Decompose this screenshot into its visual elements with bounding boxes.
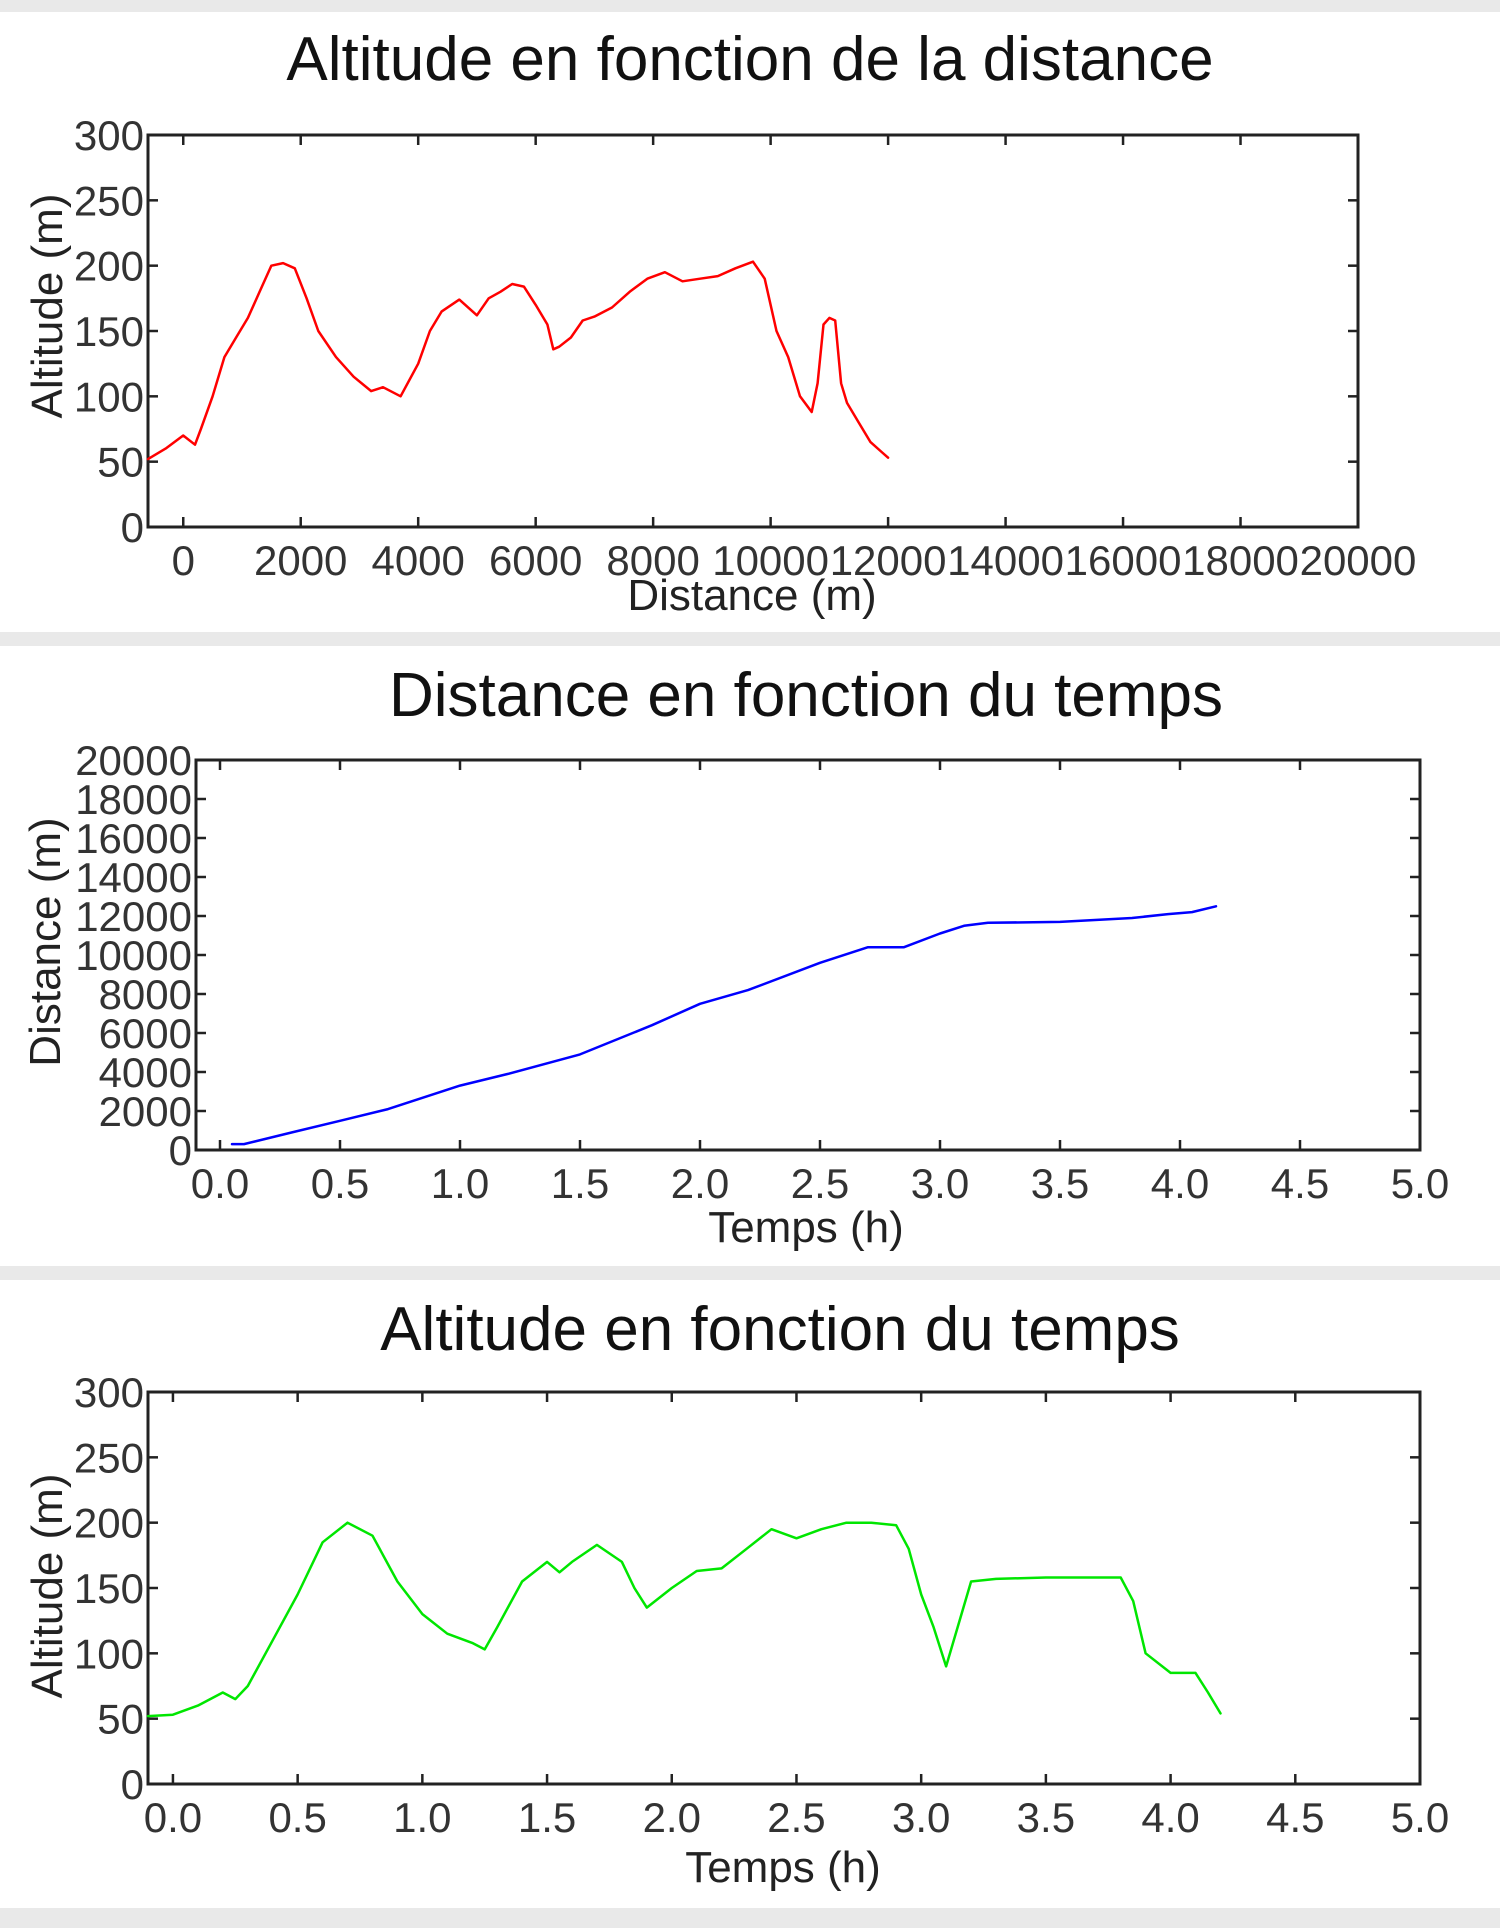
y-tick-label: 16000: [75, 815, 192, 862]
y-ticks: 0200040006000800010000120001400016000180…: [75, 737, 1420, 1174]
x-tick-label: 4.5: [1266, 1794, 1324, 1841]
y-tick-label: 12000: [75, 893, 192, 940]
x-tick-label: 8000: [606, 537, 699, 584]
y-tick-label: 100: [74, 1630, 144, 1677]
x-tick-label: 14000: [947, 537, 1064, 584]
x-tick-label: 10000: [712, 537, 829, 584]
y-axis-label: Altitude (m): [23, 1474, 72, 1699]
y-tick-label: 8000: [99, 971, 192, 1018]
y-tick-label: 250: [74, 177, 144, 224]
x-tick-label: 1.0: [393, 1794, 451, 1841]
series-layer: [230, 905, 1218, 1146]
y-tick-label: 200: [74, 243, 144, 290]
x-tick-label: 2.5: [767, 1794, 825, 1841]
x-tick-label: 12000: [830, 537, 947, 584]
y-tick-label: 4000: [99, 1049, 192, 1096]
x-tick-label: 4000: [371, 537, 464, 584]
y-tick-label: 14000: [75, 854, 192, 901]
y-tick-label: 300: [74, 112, 144, 159]
x-tick-label: 2.0: [643, 1794, 701, 1841]
y-tick-label: 150: [74, 308, 144, 355]
x-tick-label: 4.0: [1141, 1794, 1199, 1841]
chart-distance-vs-time: Distance en fonction du temps Temps (h) …: [21, 661, 1449, 1252]
series-layer: [146, 1521, 1222, 1718]
chart-title: Altitude en fonction de la distance: [286, 25, 1213, 94]
y-tick-label: 50: [97, 439, 144, 486]
chart-panel-distance-time: Distance en fonction du temps Temps (h) …: [0, 646, 1500, 1266]
x-axis-label: Temps (h): [685, 1843, 881, 1892]
x-tick-label: 16000: [1065, 537, 1182, 584]
y-ticks: 0 50 100 150 200 250 300: [74, 1369, 1420, 1808]
y-tick-label: 10000: [75, 932, 192, 979]
plot-frame: [146, 133, 1360, 529]
series-line: [230, 905, 1218, 1146]
x-tick-label: 1.0: [431, 1160, 489, 1207]
y-tick-label: 20000: [75, 737, 192, 784]
x-tick-label: 0.5: [311, 1160, 369, 1207]
y-tick-label: 18000: [75, 776, 192, 823]
x-tick-label: 3.0: [911, 1160, 969, 1207]
y-tick-label: 0: [169, 1127, 192, 1174]
chart-title: Altitude en fonction du temps: [380, 1295, 1180, 1364]
y-tick-label: 0: [121, 504, 144, 551]
x-tick-label: 0.5: [268, 1794, 326, 1841]
x-tick-label: 2000: [254, 537, 347, 584]
y-tick-label: 6000: [99, 1010, 192, 1057]
y-ticks: 0 50 100 150 200 250 300: [74, 112, 1358, 551]
y-axis-label: Altitude (m): [23, 194, 72, 419]
x-tick-label: 3.0: [892, 1794, 950, 1841]
chart-panel-altitude-time: Altitude en fonction du temps Temps (h) …: [0, 1280, 1500, 1908]
series-line: [146, 1521, 1222, 1718]
x-tick-label: 6000: [489, 537, 582, 584]
x-tick-label: 0.0: [191, 1160, 249, 1207]
y-tick-label: 150: [74, 1565, 144, 1612]
x-tick-label: 20000: [1300, 537, 1417, 584]
chart-panel-altitude-distance: Altitude en fonction de la distance Dist…: [0, 12, 1500, 632]
x-ticks: 0.0 0.5 1.0 1.5 2.0 2.5 3.0 3.5 4.0 4.5 5.0: [191, 760, 1449, 1207]
x-ticks: 0.0 0.5 1.0 1.5 2.0 2.5 3.0 3.5 4.0 4.5 5.0: [144, 1392, 1449, 1841]
x-tick-label: 3.5: [1017, 1794, 1075, 1841]
plot-frame: [194, 758, 1422, 1152]
plot-frame: [146, 1390, 1422, 1786]
x-tick-label: 0: [172, 537, 195, 584]
y-tick-label: 300: [74, 1369, 144, 1416]
x-ticks: 0 2000 4000 6000 8000 10000 12000 14000 16000 180…: [172, 135, 1417, 584]
y-tick-label: 200: [74, 1500, 144, 1547]
y-tick-label: 2000: [99, 1088, 192, 1135]
chart-altitude-vs-time: Altitude en fonction du temps Temps (h) …: [23, 1295, 1449, 1892]
y-tick-label: 0: [121, 1761, 144, 1808]
x-tick-label: 18000: [1182, 537, 1299, 584]
x-tick-label: 0.0: [144, 1794, 202, 1841]
y-tick-label: 50: [97, 1696, 144, 1743]
y-axis-label: Distance (m): [21, 817, 70, 1066]
x-tick-label: 2.5: [791, 1160, 849, 1207]
chart-altitude-vs-distance: Altitude en fonction de la distance Dist…: [23, 25, 1417, 620]
series-line: [146, 260, 890, 461]
chart-title: Distance en fonction du temps: [389, 661, 1223, 730]
y-tick-label: 250: [74, 1434, 144, 1481]
x-tick-label: 5.0: [1391, 1794, 1449, 1841]
x-tick-label: 1.5: [518, 1794, 576, 1841]
x-tick-label: 3.5: [1031, 1160, 1089, 1207]
x-tick-label: 4.5: [1271, 1160, 1329, 1207]
x-axis-label: Distance (m): [627, 571, 876, 620]
x-tick-label: 4.0: [1151, 1160, 1209, 1207]
x-tick-label: 2.0: [671, 1160, 729, 1207]
x-tick-label: 5.0: [1391, 1160, 1449, 1207]
series-layer: [146, 260, 890, 461]
x-axis-label: Temps (h): [708, 1203, 904, 1252]
y-tick-label: 100: [74, 373, 144, 420]
x-tick-label: 1.5: [551, 1160, 609, 1207]
